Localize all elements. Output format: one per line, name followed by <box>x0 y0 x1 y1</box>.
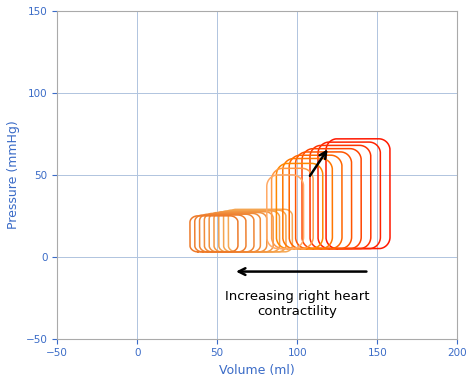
Y-axis label: Pressure (mmHg): Pressure (mmHg) <box>7 121 20 229</box>
X-axis label: Volume (ml): Volume (ml) <box>219 364 295 377</box>
Text: Increasing right heart
contractility: Increasing right heart contractility <box>225 290 369 318</box>
